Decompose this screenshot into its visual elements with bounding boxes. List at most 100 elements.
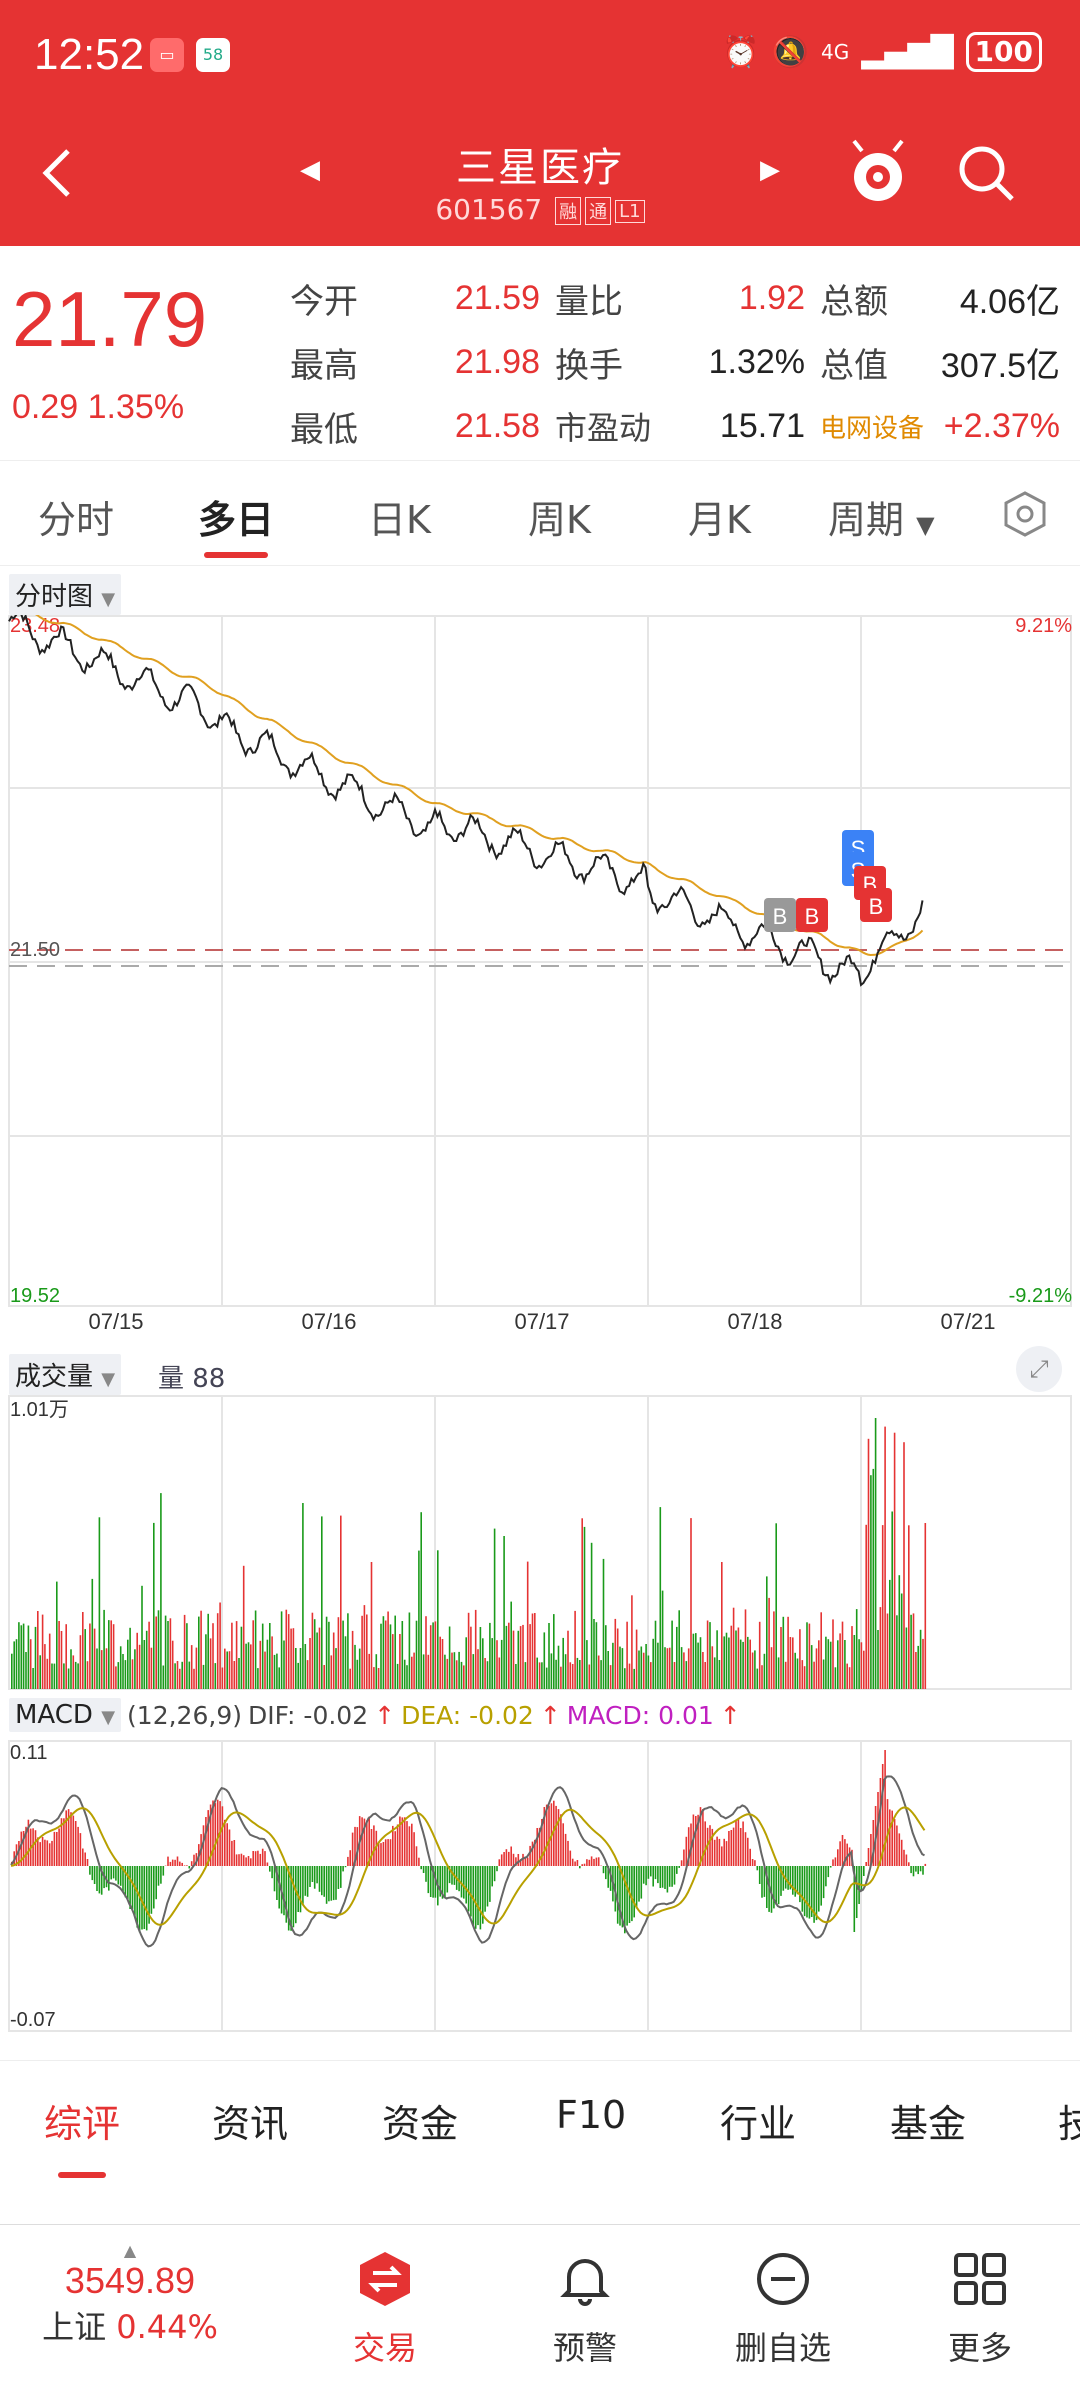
macd-bar bbox=[759, 1866, 761, 1884]
expand-icon[interactable]: ⤢ bbox=[1016, 1346, 1062, 1392]
volume-bar bbox=[361, 1616, 363, 1689]
macd-bar bbox=[411, 1824, 413, 1866]
nav-remove-watchlist[interactable]: 删自选 bbox=[718, 2239, 848, 2369]
volume-bar bbox=[224, 1649, 226, 1689]
volume-bar bbox=[181, 1662, 183, 1689]
volume-value: 量 88 bbox=[158, 1358, 225, 1395]
quote-label: 最低 bbox=[290, 402, 390, 451]
volume-bar bbox=[442, 1639, 444, 1689]
volume-bars bbox=[11, 1418, 926, 1689]
trade-marker-label: B bbox=[805, 904, 820, 929]
tab-period[interactable]: 周期 ▼ bbox=[828, 489, 935, 544]
tag-level: L1 bbox=[615, 200, 644, 223]
macd-bar bbox=[335, 1866, 337, 1900]
volume-bar bbox=[144, 1640, 146, 1689]
tab-f10[interactable]: F10 bbox=[556, 2093, 626, 2137]
period-label: 周期 bbox=[828, 498, 904, 542]
volume-bar bbox=[600, 1660, 602, 1689]
macd-bar bbox=[899, 1833, 901, 1866]
macd-bar bbox=[655, 1866, 657, 1879]
volume-bar bbox=[236, 1621, 238, 1689]
tab-industry[interactable]: 行业 bbox=[720, 2093, 796, 2148]
volume-bar bbox=[650, 1662, 652, 1689]
quote-value: 4.06亿 bbox=[910, 274, 1060, 323]
volume-bar bbox=[283, 1641, 285, 1690]
nav-more[interactable]: 更多 bbox=[925, 2239, 1035, 2369]
volume-bar bbox=[508, 1623, 510, 1689]
tab-monthly-k[interactable]: 月K bbox=[688, 489, 751, 544]
volume-bar bbox=[231, 1623, 233, 1689]
volume-bar bbox=[42, 1615, 44, 1689]
volume-bar bbox=[740, 1640, 742, 1689]
macd-bar bbox=[738, 1818, 740, 1866]
volume-bar bbox=[631, 1595, 633, 1689]
macd-bar bbox=[586, 1859, 588, 1866]
volume-bar bbox=[863, 1651, 865, 1689]
volume-bar bbox=[456, 1660, 458, 1689]
volume-bar bbox=[309, 1638, 311, 1689]
tab-intraday[interactable]: 分时 bbox=[38, 489, 114, 544]
tab-fund[interactable]: 基金 bbox=[890, 2093, 966, 2148]
macd-bar bbox=[619, 1866, 621, 1926]
volume-bar bbox=[151, 1648, 153, 1689]
volume-bar bbox=[300, 1648, 302, 1689]
macd-bar bbox=[297, 1866, 299, 1912]
macd-bar bbox=[463, 1866, 465, 1899]
macd-bar bbox=[678, 1866, 680, 1868]
volume-bar bbox=[205, 1634, 207, 1689]
volume-bar bbox=[532, 1614, 534, 1690]
assistant-robot-icon[interactable] bbox=[846, 137, 910, 207]
volume-bar bbox=[922, 1639, 924, 1689]
settings-icon[interactable] bbox=[1000, 489, 1050, 539]
macd-bar bbox=[723, 1839, 725, 1866]
volume-bar bbox=[39, 1655, 41, 1689]
volume-bar bbox=[577, 1658, 579, 1689]
tab-funds[interactable]: 资金 bbox=[382, 2093, 458, 2148]
volume-bar bbox=[567, 1631, 569, 1689]
volume-bar bbox=[799, 1629, 801, 1689]
tab-multi-day[interactable]: 多日 bbox=[198, 489, 274, 544]
bell-icon bbox=[555, 2249, 615, 2309]
grid-icon bbox=[950, 2249, 1010, 2309]
tab-overview[interactable]: 综评 bbox=[44, 2093, 120, 2148]
macd-bar bbox=[179, 1862, 181, 1866]
volume-bar bbox=[314, 1619, 316, 1689]
tab-daily-k[interactable]: 日K bbox=[368, 489, 431, 544]
tab-more-partial[interactable]: 技 bbox=[1058, 2093, 1080, 2148]
macd-bar bbox=[82, 1849, 84, 1867]
macd-bar bbox=[894, 1819, 896, 1866]
volume-bar bbox=[139, 1645, 141, 1689]
y-bottom-label: 19.52 bbox=[10, 1285, 60, 1307]
volume-bar bbox=[913, 1613, 915, 1689]
huawei-icon: ▭ bbox=[150, 38, 184, 72]
date-label: 07/17 bbox=[514, 1309, 569, 1334]
volume-bar bbox=[768, 1598, 770, 1689]
search-icon[interactable] bbox=[954, 141, 1018, 205]
index-widget[interactable]: ▲ 3549.89 上证 0.44% bbox=[30, 2239, 230, 2348]
info-tabs: 综评 资讯 资金 F10 行业 基金 技 bbox=[0, 2060, 1080, 2171]
nav-alert[interactable]: 预警 bbox=[530, 2239, 640, 2369]
macd-bar bbox=[527, 1858, 529, 1866]
tab-weekly-k[interactable]: 周K bbox=[528, 489, 591, 544]
macd-bar bbox=[127, 1866, 129, 1900]
chart-mode-selector[interactable]: 分时图 ▼ bbox=[9, 574, 121, 615]
macd-bar bbox=[775, 1866, 777, 1905]
macd-bar bbox=[593, 1859, 595, 1866]
quote-value: 21.58 bbox=[390, 407, 540, 446]
quote-label: 今开 bbox=[290, 274, 390, 323]
volume-bar bbox=[612, 1643, 614, 1689]
volume-bar bbox=[394, 1616, 396, 1689]
macd-selector[interactable]: MACD ▼ bbox=[9, 1698, 121, 1732]
tab-news[interactable]: 资讯 bbox=[212, 2093, 288, 2148]
volume-bar bbox=[761, 1665, 763, 1689]
sector-label[interactable]: 电网设备 bbox=[820, 408, 930, 445]
macd-bar bbox=[342, 1866, 344, 1871]
chart-canvas[interactable]: 23.48 21.50 19.52 9.21% -9.21% 07/15 07/… bbox=[0, 566, 1080, 2061]
macd-bar bbox=[402, 1817, 404, 1866]
volume-bar bbox=[835, 1667, 837, 1689]
volume-selector[interactable]: 成交量 ▼ bbox=[9, 1354, 121, 1395]
next-stock-icon[interactable]: ▶ bbox=[760, 155, 780, 185]
volume-bar bbox=[132, 1659, 134, 1689]
nav-trade[interactable]: 交易 bbox=[330, 2239, 440, 2369]
chart-mode-label: 分时图 bbox=[15, 582, 93, 612]
